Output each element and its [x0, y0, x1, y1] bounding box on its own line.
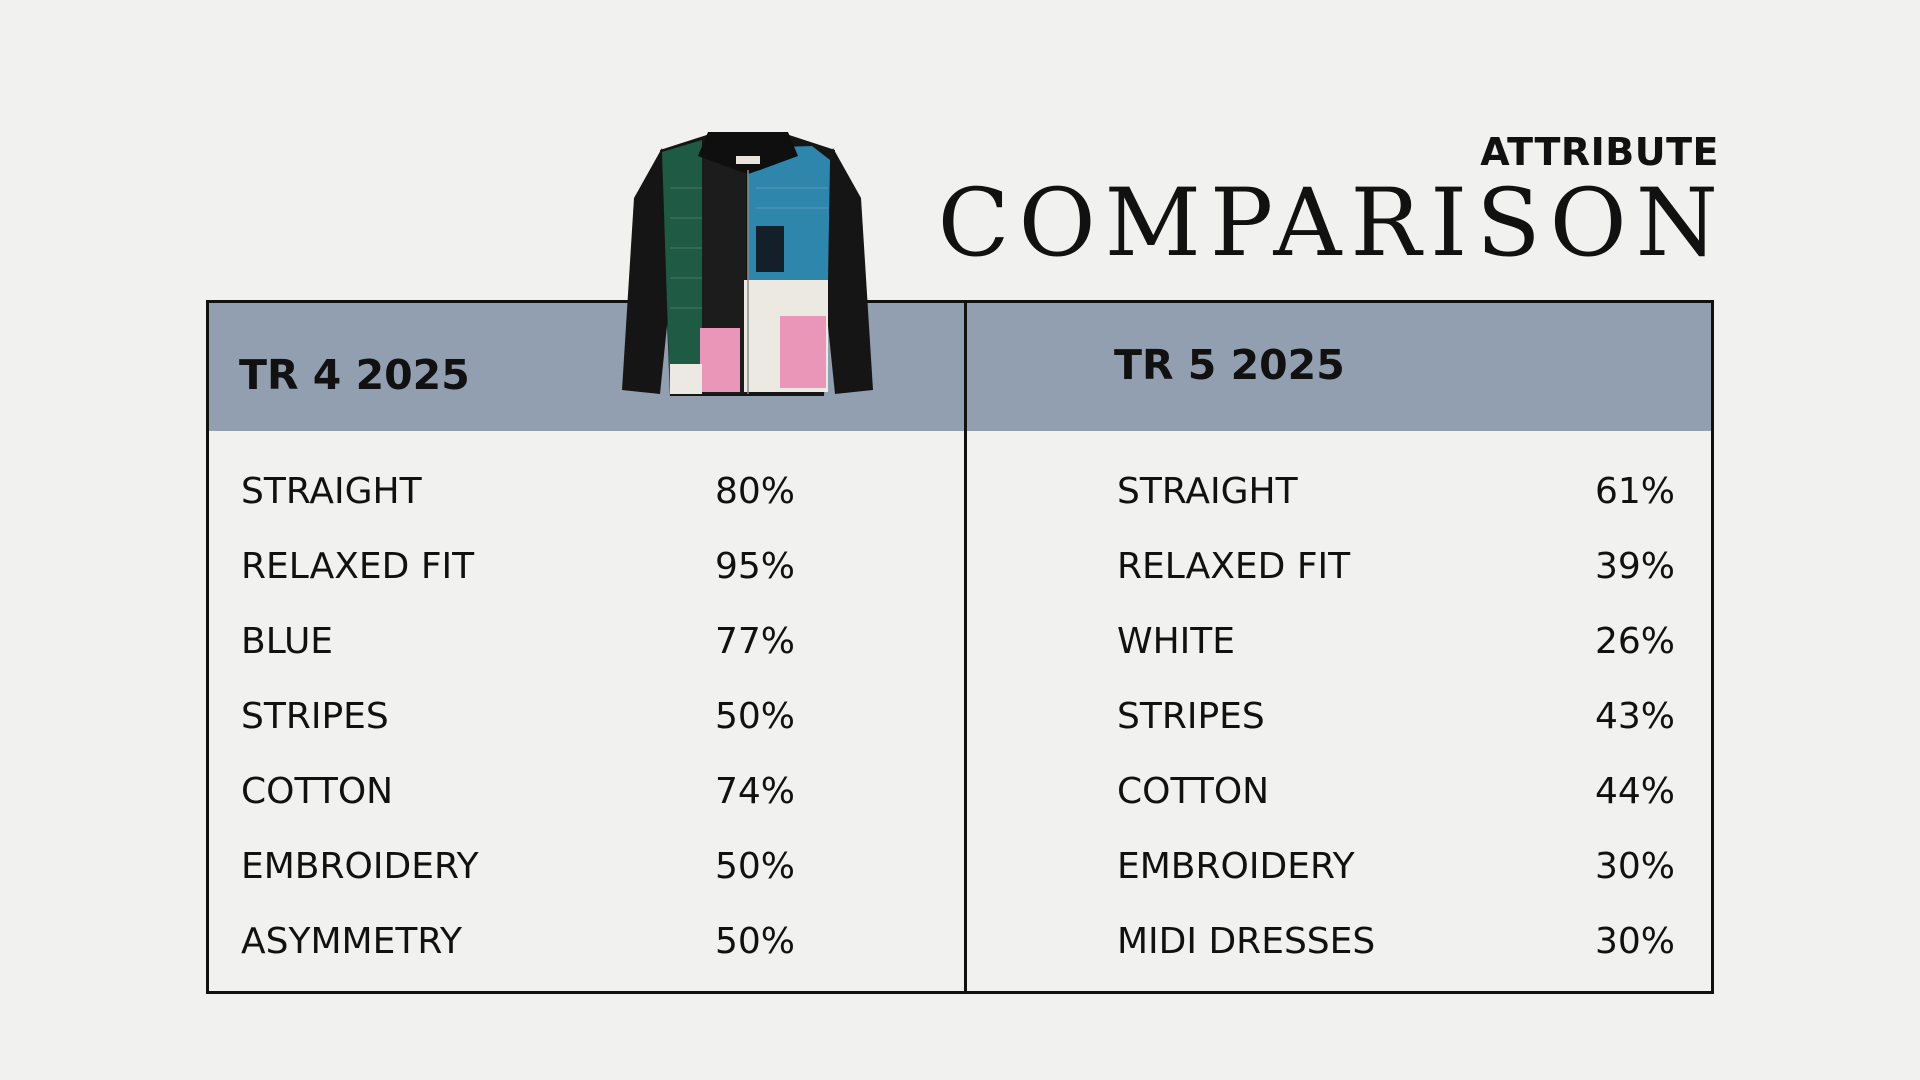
table-row: COTTON 44%: [967, 758, 1711, 833]
attribute-value: 50%: [715, 696, 796, 737]
table-row: WHITE 26%: [967, 608, 1711, 683]
attribute-value: 61%: [1594, 471, 1675, 512]
attribute-label: MIDI DRESSES: [1117, 921, 1376, 962]
table-row: ASYMMETRY 50%: [209, 908, 964, 983]
table-row: STRAIGHT 80%: [209, 458, 964, 533]
attribute-value: 30%: [1594, 846, 1675, 887]
attribute-value: 80%: [715, 471, 796, 512]
attribute-value: 26%: [1594, 621, 1675, 662]
table-row: COTTON 74%: [209, 758, 964, 833]
attribute-value: 44%: [1594, 771, 1675, 812]
attribute-label: RELAXED FIT: [1117, 546, 1351, 587]
attribute-value: 50%: [715, 921, 796, 962]
attribute-label: STRIPES: [241, 696, 389, 737]
attribute-label: EMBROIDERY: [241, 846, 479, 887]
attribute-value: 77%: [715, 621, 796, 662]
page-title: ATTRIBUTE COMPARISON: [938, 128, 1719, 274]
table-row: RELAXED FIT 95%: [209, 533, 964, 608]
column-tr4-2025: TR 4 2025 STRAIGHT 80% RELAXED FIT 95% B…: [209, 303, 967, 991]
attribute-value: 95%: [715, 546, 796, 587]
attribute-label: COTTON: [1117, 771, 1270, 812]
attribute-value: 43%: [1594, 696, 1675, 737]
attribute-value: 50%: [715, 846, 796, 887]
column-header-label: TR 5 2025: [1114, 341, 1345, 389]
attribute-list: STRAIGHT 61% RELAXED FIT 39% WHITE 26% S…: [967, 458, 1711, 983]
attribute-label: EMBROIDERY: [1117, 846, 1355, 887]
patchwork-jacket-icon: [622, 132, 873, 396]
title-comparison: COMPARISON: [937, 169, 1727, 278]
attribute-label: ASYMMETRY: [241, 921, 463, 962]
table-row: EMBROIDERY 50%: [209, 833, 964, 908]
column-tr5-2025: TR 5 2025 STRAIGHT 61% RELAXED FIT 39% W…: [967, 303, 1711, 991]
comparison-table: TR 4 2025 STRAIGHT 80% RELAXED FIT 95% B…: [206, 300, 1714, 994]
column-header-label: TR 4 2025: [239, 351, 470, 399]
attribute-label: COTTON: [241, 771, 394, 812]
attribute-label: BLUE: [241, 621, 334, 662]
table-row: STRIPES 43%: [967, 683, 1711, 758]
attribute-label: STRIPES: [1117, 696, 1265, 737]
attribute-label: WHITE: [1117, 621, 1236, 662]
table-row: BLUE 77%: [209, 608, 964, 683]
attribute-label: STRAIGHT: [241, 471, 422, 512]
attribute-value: 39%: [1594, 546, 1675, 587]
table-row: RELAXED FIT 39%: [967, 533, 1711, 608]
attribute-label: STRAIGHT: [1117, 471, 1298, 512]
attribute-value: 74%: [715, 771, 796, 812]
table-row: STRAIGHT 61%: [967, 458, 1711, 533]
attribute-value: 30%: [1594, 921, 1675, 962]
title-attribute: ATTRIBUTE: [1480, 130, 1719, 174]
table-row: STRIPES 50%: [209, 683, 964, 758]
table-row: EMBROIDERY 30%: [967, 833, 1711, 908]
table-row: MIDI DRESSES 30%: [967, 908, 1711, 983]
attribute-label: RELAXED FIT: [241, 546, 475, 587]
column-header: TR 5 2025: [967, 303, 1711, 431]
attribute-list: STRAIGHT 80% RELAXED FIT 95% BLUE 77% ST…: [209, 458, 964, 983]
